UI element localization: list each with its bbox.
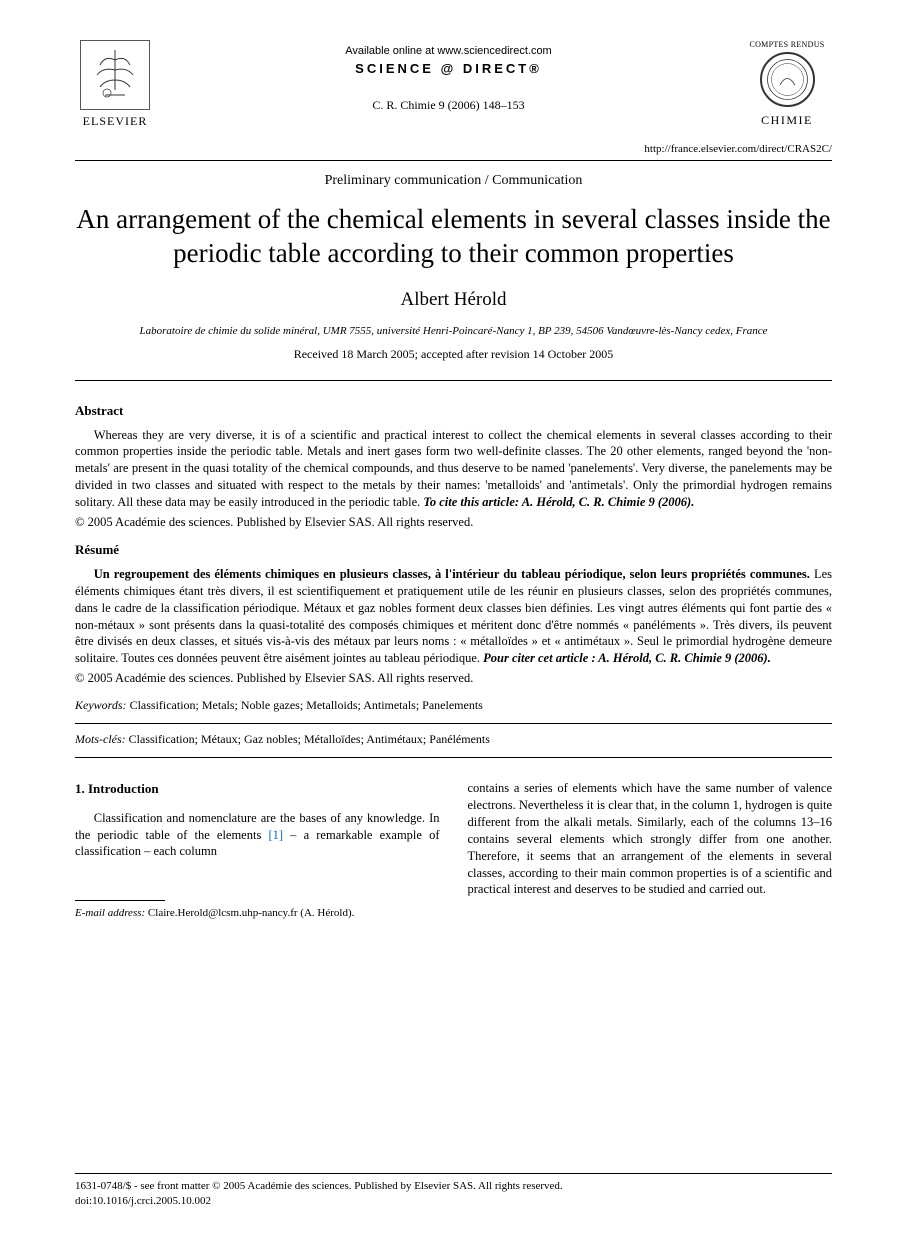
elsevier-tree-icon — [80, 40, 150, 110]
available-online-text: Available online at www.sciencedirect.co… — [155, 45, 742, 57]
section-1-heading: 1. Introduction — [75, 780, 440, 798]
abstract-heading: Abstract — [75, 403, 832, 419]
divider — [75, 723, 832, 724]
email-label: E-mail address: — [75, 907, 145, 919]
keywords-list: Classification; Metals; Noble gazes; Met… — [127, 698, 483, 712]
cr-bottom-label: CHIMIE — [761, 113, 813, 128]
abstract-copyright: © 2005 Académie des sciences. Published … — [75, 515, 832, 530]
resume-heading: Résumé — [75, 542, 832, 558]
article-title: An arrangement of the chemical elements … — [75, 203, 832, 271]
keywords-label: Keywords: — [75, 698, 127, 712]
article-dates: Received 18 March 2005; accepted after r… — [75, 347, 832, 362]
email-divider — [75, 900, 165, 901]
affiliation: Laboratoire de chimie du solide minéral,… — [75, 325, 832, 337]
intro-paragraph-right: contains a series of elements which have… — [468, 780, 833, 898]
resume-cite: Pour citer cet article : A. Hérold, C. R… — [483, 651, 771, 665]
email-value[interactable]: Claire.Herold@lcsm.uhp-nancy.fr (A. Héro… — [145, 907, 354, 919]
resume-copyright: © 2005 Académie des sciences. Published … — [75, 671, 832, 686]
footer-line1: 1631-0748/$ - see front matter © 2005 Ac… — [75, 1179, 832, 1193]
center-header: Available online at www.sciencedirect.co… — [155, 40, 742, 113]
resume-body: Un regroupement des éléments chimiques e… — [75, 566, 832, 667]
cr-seal-icon — [760, 52, 815, 107]
reference-link-1[interactable]: [1] — [268, 828, 283, 842]
intro-paragraph-left: Classification and nomenclature are the … — [75, 810, 440, 861]
header-row: ELSEVIER Available online at www.science… — [75, 40, 832, 135]
keywords-line: Keywords: Classification; Metals; Noble … — [75, 698, 832, 713]
cr-top-label: COMPTES RENDUS — [749, 40, 824, 49]
footer-divider — [75, 1173, 832, 1174]
citation-line: C. R. Chimie 9 (2006) 148–153 — [155, 98, 742, 113]
footer: 1631-0748/$ - see front matter © 2005 Ac… — [75, 1173, 832, 1208]
left-column: 1. Introduction Classification and nomen… — [75, 780, 440, 921]
elsevier-label: ELSEVIER — [83, 114, 148, 129]
comptes-rendus-logo: COMPTES RENDUS CHIMIE — [742, 40, 832, 135]
motscles-list: Classification; Métaux; Gaz nobles; Méta… — [126, 732, 490, 746]
motscles-label: Mots-clés: — [75, 732, 126, 746]
divider — [75, 757, 832, 758]
motscles-line: Mots-clés: Classification; Métaux; Gaz n… — [75, 732, 832, 747]
resume-lead: Un regroupement des éléments chimiques e… — [94, 567, 814, 581]
divider — [75, 380, 832, 381]
body-columns: 1. Introduction Classification and nomen… — [75, 780, 832, 921]
communication-type: Preliminary communication / Communicatio… — [75, 173, 832, 189]
author-name: Albert Hérold — [75, 289, 832, 311]
science-direct-logo: SCIENCE @ DIRECT® — [155, 61, 742, 76]
journal-url[interactable]: http://france.elsevier.com/direct/CRAS2C… — [75, 143, 832, 155]
right-column: contains a series of elements which have… — [468, 780, 833, 921]
elsevier-logo: ELSEVIER — [75, 40, 155, 135]
footer-doi: doi:10.1016/j.crci.2005.10.002 — [75, 1194, 832, 1208]
abstract-body: Whereas they are very diverse, it is of … — [75, 427, 832, 511]
email-line: E-mail address: Claire.Herold@lcsm.uhp-n… — [75, 906, 440, 921]
divider — [75, 160, 832, 161]
abstract-cite: To cite this article: A. Hérold, C. R. C… — [423, 495, 694, 509]
